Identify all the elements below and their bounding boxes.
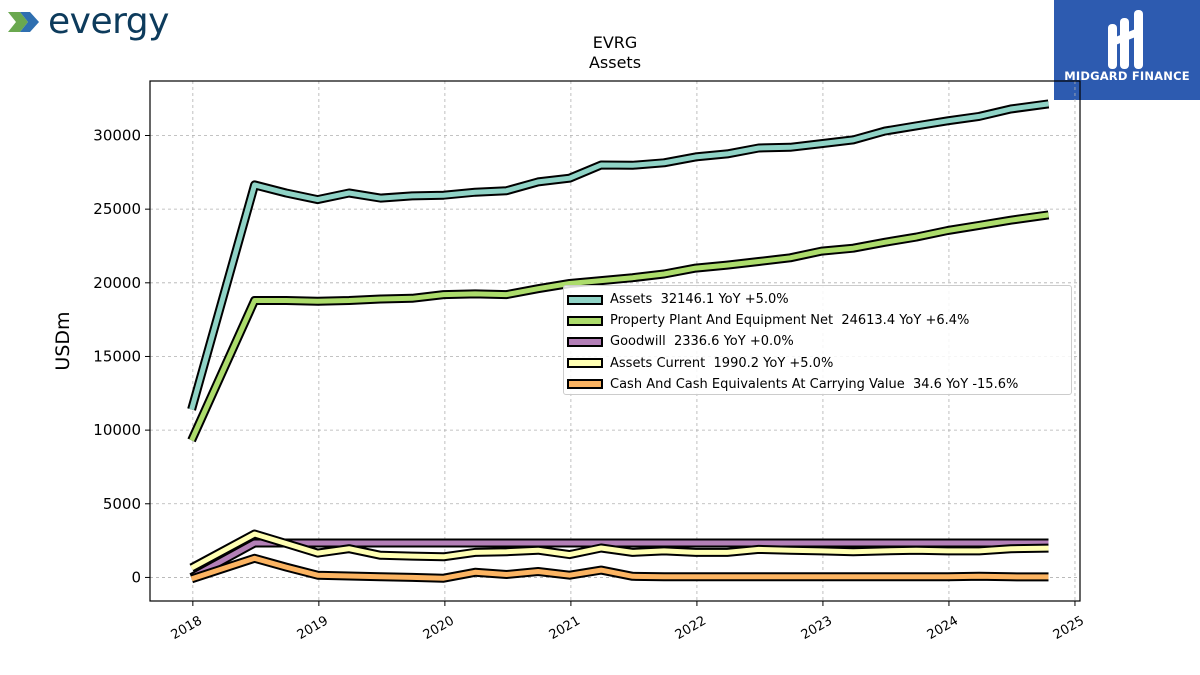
series-line-4: [190, 555, 1049, 582]
brand-chevron-icon: [8, 12, 39, 32]
x-tick-label: 2022: [673, 613, 709, 643]
chart-title: EVRG: [592, 33, 638, 52]
y-tick-label: 0: [131, 568, 141, 586]
legend-label: Cash And Cash Equivalents At Carrying Va…: [610, 376, 1019, 392]
x-tick-label: 2020: [421, 613, 457, 643]
y-tick-label: 25000: [93, 200, 141, 218]
y-tick-label: 30000: [93, 127, 141, 145]
legend-label: Assets Current 1990.2 YoY +5.0%: [610, 355, 834, 371]
series-line-1: [189, 212, 1049, 442]
legend-item: Cash And Cash Equivalents At Carrying Va…: [564, 374, 1071, 395]
legend-label: Goodwill 2336.6 YoY +0.0%: [610, 334, 794, 350]
legend-item: Assets Current 1990.2 YoY +5.0%: [564, 353, 1071, 374]
x-tick-label: 2024: [925, 613, 961, 643]
y-tick-label: 20000: [93, 274, 141, 292]
x-tick-label: 2019: [295, 613, 331, 643]
legend-item: Property Plant And Equipment Net 24613.4…: [564, 310, 1071, 331]
plot-frame: [149, 80, 1081, 602]
brand-logo: evergy: [6, 2, 169, 42]
x-tick-label: 2025: [1051, 613, 1087, 643]
legend-label: Property Plant And Equipment Net 24613.4…: [610, 313, 970, 329]
x-tick-label: 2023: [799, 613, 835, 643]
x-tick-label: 2018: [169, 613, 205, 643]
legend-swatch: [567, 336, 603, 347]
legend-item: Assets 32146.1 YoY +5.0%: [564, 289, 1071, 310]
brand-name: evergy: [48, 1, 169, 42]
publisher-logo: MIDGARD FINANCE: [1054, 0, 1200, 100]
legend-swatch: [567, 315, 603, 326]
series-line-3: [190, 531, 1049, 571]
chart-legend: Assets 32146.1 YoY +5.0% Property Plant A…: [563, 285, 1072, 395]
publisher-emblem-icon: [1108, 10, 1143, 69]
y-tick-label: 15000: [93, 347, 141, 365]
chart-subtitle: Assets: [588, 53, 642, 72]
y-axis-label: USDm: [52, 311, 74, 370]
legend-item: Goodwill 2336.6 YoY +0.0%: [564, 331, 1071, 352]
legend-swatch: [567, 379, 603, 390]
publisher-name: MIDGARD FINANCE: [1064, 69, 1190, 83]
x-tick-label: 2021: [547, 613, 583, 643]
series-line-0: [189, 101, 1049, 411]
y-tick-label: 10000: [93, 421, 141, 439]
legend-swatch: [567, 358, 603, 369]
legend-label: Assets 32146.1 YoY +5.0%: [610, 292, 789, 308]
series-line-2: [190, 540, 1049, 580]
y-tick-label: 5000: [103, 495, 141, 513]
legend-swatch: [567, 294, 603, 305]
